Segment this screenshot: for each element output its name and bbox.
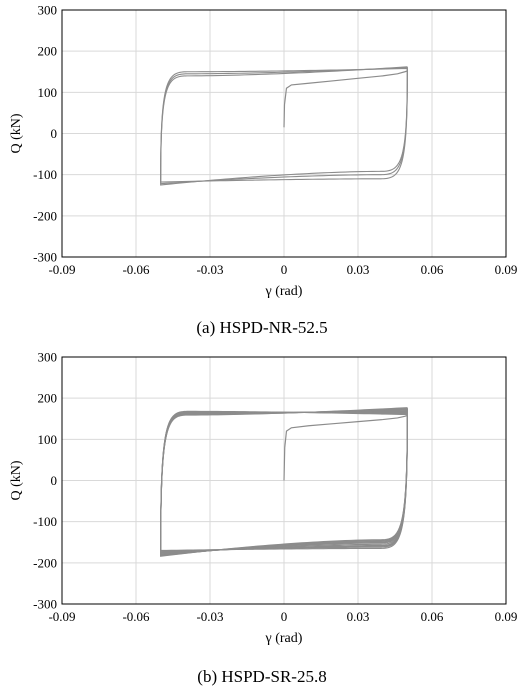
hysteresis-loop bbox=[160, 407, 408, 557]
chart-panel-b: -0.09 -0.06 -0.03 0 0.03 0.06 0.09 -300 -200 -100… bbox=[0, 347, 524, 693]
y-tick-label: -100 bbox=[33, 514, 57, 529]
x-tick-label: 0.09 bbox=[495, 609, 518, 624]
y-axis-label: Q (kN) bbox=[9, 460, 24, 500]
x-tick-label: 0.06 bbox=[421, 609, 444, 624]
x-tick-label: 0 bbox=[281, 609, 288, 624]
plot-frame bbox=[61, 9, 507, 258]
x-tick-label: 0.09 bbox=[495, 262, 518, 277]
hysteresis-chart-a: -0.09 -0.06 -0.03 0 0.03 0.06 0.09 -300 -200 -100… bbox=[9, 3, 518, 300]
x-tick-label: 0.06 bbox=[421, 262, 444, 277]
initial-loading-curve bbox=[283, 414, 408, 481]
y-tick-label: 0 bbox=[51, 473, 58, 488]
x-tick-label: 0.03 bbox=[347, 609, 370, 624]
y-tick-label: 0 bbox=[51, 126, 58, 141]
chart-caption-a: (a) HSPD-NR-52.5 bbox=[196, 318, 328, 337]
y-tick-label: 200 bbox=[38, 44, 58, 59]
y-axis-label: Q (kN) bbox=[9, 113, 24, 153]
x-tick-label: -0.09 bbox=[48, 609, 75, 624]
y-tick-label: 300 bbox=[38, 3, 58, 18]
x-tick-label: -0.06 bbox=[122, 262, 150, 277]
chart-panel-a: -0.09 -0.06 -0.03 0 0.03 0.06 0.09 -300 -200 -100… bbox=[0, 0, 524, 346]
y-tick-label: 100 bbox=[38, 85, 58, 100]
x-axis-label: γ (rad) bbox=[265, 631, 303, 646]
x-tick-label: 0.03 bbox=[347, 262, 370, 277]
x-tick-label: -0.03 bbox=[196, 609, 223, 624]
hysteresis-chart-b: -0.09 -0.06 -0.03 0 0.03 0.06 0.09 -300 -200 -100… bbox=[9, 350, 518, 647]
hysteresis-loop bbox=[160, 66, 408, 186]
x-tick-label: 0 bbox=[281, 262, 288, 277]
y-tick-label: -300 bbox=[33, 597, 57, 612]
x-tick-label: -0.06 bbox=[122, 609, 150, 624]
y-tick-label: -200 bbox=[33, 555, 57, 570]
x-tick-label: -0.09 bbox=[48, 262, 75, 277]
x-axis-label: γ (rad) bbox=[265, 284, 303, 299]
plot-frame bbox=[61, 356, 507, 605]
x-tick-label: -0.03 bbox=[196, 262, 223, 277]
y-tick-label: -200 bbox=[33, 208, 57, 223]
y-tick-label: 300 bbox=[38, 350, 58, 365]
y-tick-label: 100 bbox=[38, 432, 58, 447]
chart-caption-b: (b) HSPD-SR-25.8 bbox=[197, 667, 327, 686]
y-tick-label: 200 bbox=[38, 391, 58, 406]
y-tick-label: -100 bbox=[33, 167, 57, 182]
y-tick-label: -300 bbox=[33, 250, 57, 265]
initial-loading-curve bbox=[283, 70, 408, 128]
